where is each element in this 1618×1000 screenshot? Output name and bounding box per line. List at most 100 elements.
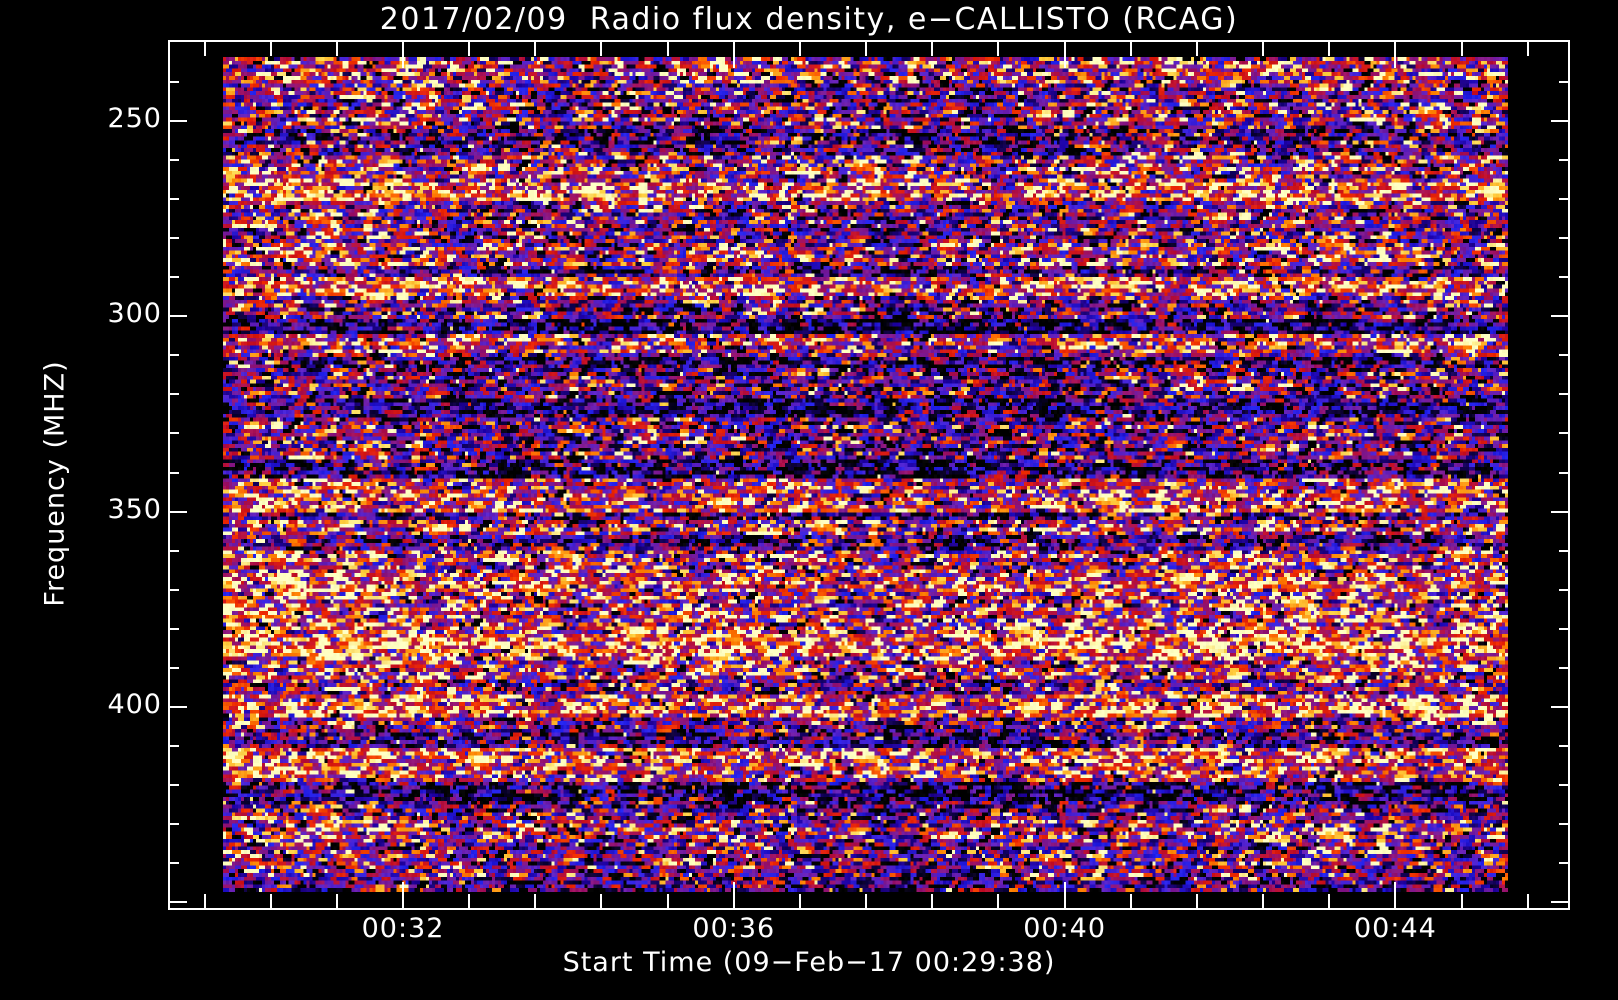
y-tick-right-minor [1559,198,1570,201]
x-tick-minor [1262,894,1265,910]
page-title: 2017/02/09 Radio flux density, e−CALLIST… [379,2,1239,37]
y-tick-right-minor [1559,549,1570,552]
y-tick-label: 300 [107,298,162,330]
x-tick-minor [865,894,868,910]
y-tick-major [168,315,187,318]
x-tick-top-major [1063,40,1066,68]
x-tick-top-minor [798,40,801,56]
x-tick-minor [798,894,801,910]
y-tick-label: 350 [107,493,162,525]
plot-axis-frame [168,40,1570,910]
x-tick-minor [534,894,537,910]
y-tick-minor [168,744,179,747]
y-tick-minor [168,549,179,552]
y-tick-right-major [1551,901,1570,904]
x-tick-minor [600,894,603,910]
x-tick-top-minor [1526,40,1529,56]
y-tick-right-minor [1559,276,1570,279]
x-tick-top-minor [931,40,934,56]
y-tick-major [168,705,187,708]
x-tick-minor [666,894,669,910]
x-tick-minor [931,894,934,910]
x-tick-top-minor [1328,40,1331,56]
x-tick-top-minor [468,40,471,56]
x-tick-top-minor [269,40,272,56]
y-tick-minor [168,588,179,591]
y-tick-right-major [1551,510,1570,513]
spectrogram-image [223,57,1508,892]
y-tick-minor [168,393,179,396]
y-tick-right-major [1551,120,1570,122]
x-tick-minor [1195,894,1198,910]
y-tick-right-minor [1559,393,1570,396]
x-tick-top-minor [666,40,669,56]
y-tick-minor [168,862,179,865]
x-tick-top-major [732,40,735,68]
x-tick-label: 00:32 [361,913,445,944]
x-tick-top-minor [534,40,537,56]
y-tick-minor [168,198,179,201]
x-tick-major [1063,882,1066,910]
x-tick-top-minor [335,40,338,56]
y-tick-label: 400 [107,688,162,720]
y-tick-minor [168,80,179,83]
x-tick-top-minor [865,40,868,56]
spectrogram-canvas [223,57,1508,892]
x-tick-top-minor [203,40,206,56]
y-axis-title: Frequency (MHZ) [39,360,71,607]
y-tick-minor [168,823,179,826]
x-axis-title: Start Time (09−Feb−17 00:29:38) [562,947,1056,978]
x-tick-top-minor [1195,40,1198,56]
y-tick-major [168,901,187,904]
y-tick-major [168,120,187,122]
y-tick-label: 250 [107,103,162,134]
x-tick-minor [468,894,471,910]
y-tick-minor [168,432,179,435]
x-tick-top-minor [1262,40,1265,56]
y-tick-minor [168,354,179,357]
x-tick-top-minor [1129,40,1132,56]
y-tick-right-minor [1559,744,1570,747]
x-tick-major [732,882,735,910]
y-tick-minor [168,159,179,162]
y-tick-right-minor [1559,784,1570,787]
x-tick-top-minor [600,40,603,56]
y-tick-minor [168,784,179,787]
y-tick-minor [168,471,179,474]
y-tick-minor [168,666,179,669]
y-tick-minor [168,627,179,630]
x-tick-major [1394,882,1397,910]
x-tick-label: 00:36 [692,913,776,944]
x-tick-minor [1526,894,1529,910]
x-tick-minor [203,894,206,910]
y-tick-right-major [1551,705,1570,708]
x-tick-top-major [402,40,404,68]
x-tick-label: 00:44 [1353,913,1437,944]
x-tick-top-minor [1460,40,1463,56]
y-tick-right-major [1551,315,1570,318]
x-tick-minor [335,894,338,910]
x-tick-minor [269,894,272,910]
x-tick-minor [997,894,1000,910]
x-tick-top-major [1394,40,1397,68]
y-tick-right-minor [1559,237,1570,240]
x-tick-minor [1129,894,1132,910]
y-tick-right-minor [1559,823,1570,826]
x-tick-major [402,882,404,910]
y-tick-major [168,510,187,513]
x-tick-top-minor [997,40,1000,56]
y-tick-right-minor [1559,354,1570,357]
y-tick-minor [168,276,179,279]
y-tick-right-minor [1559,159,1570,162]
y-tick-right-minor [1559,432,1570,435]
y-tick-right-minor [1559,627,1570,630]
y-tick-right-minor [1559,80,1570,83]
y-tick-right-minor [1559,588,1570,591]
y-tick-right-minor [1559,471,1570,474]
x-tick-label: 00:40 [1023,913,1106,944]
x-tick-minor [1328,894,1331,910]
y-tick-right-minor [1559,666,1570,669]
x-tick-minor [1460,894,1463,910]
y-tick-right-minor [1559,862,1570,865]
